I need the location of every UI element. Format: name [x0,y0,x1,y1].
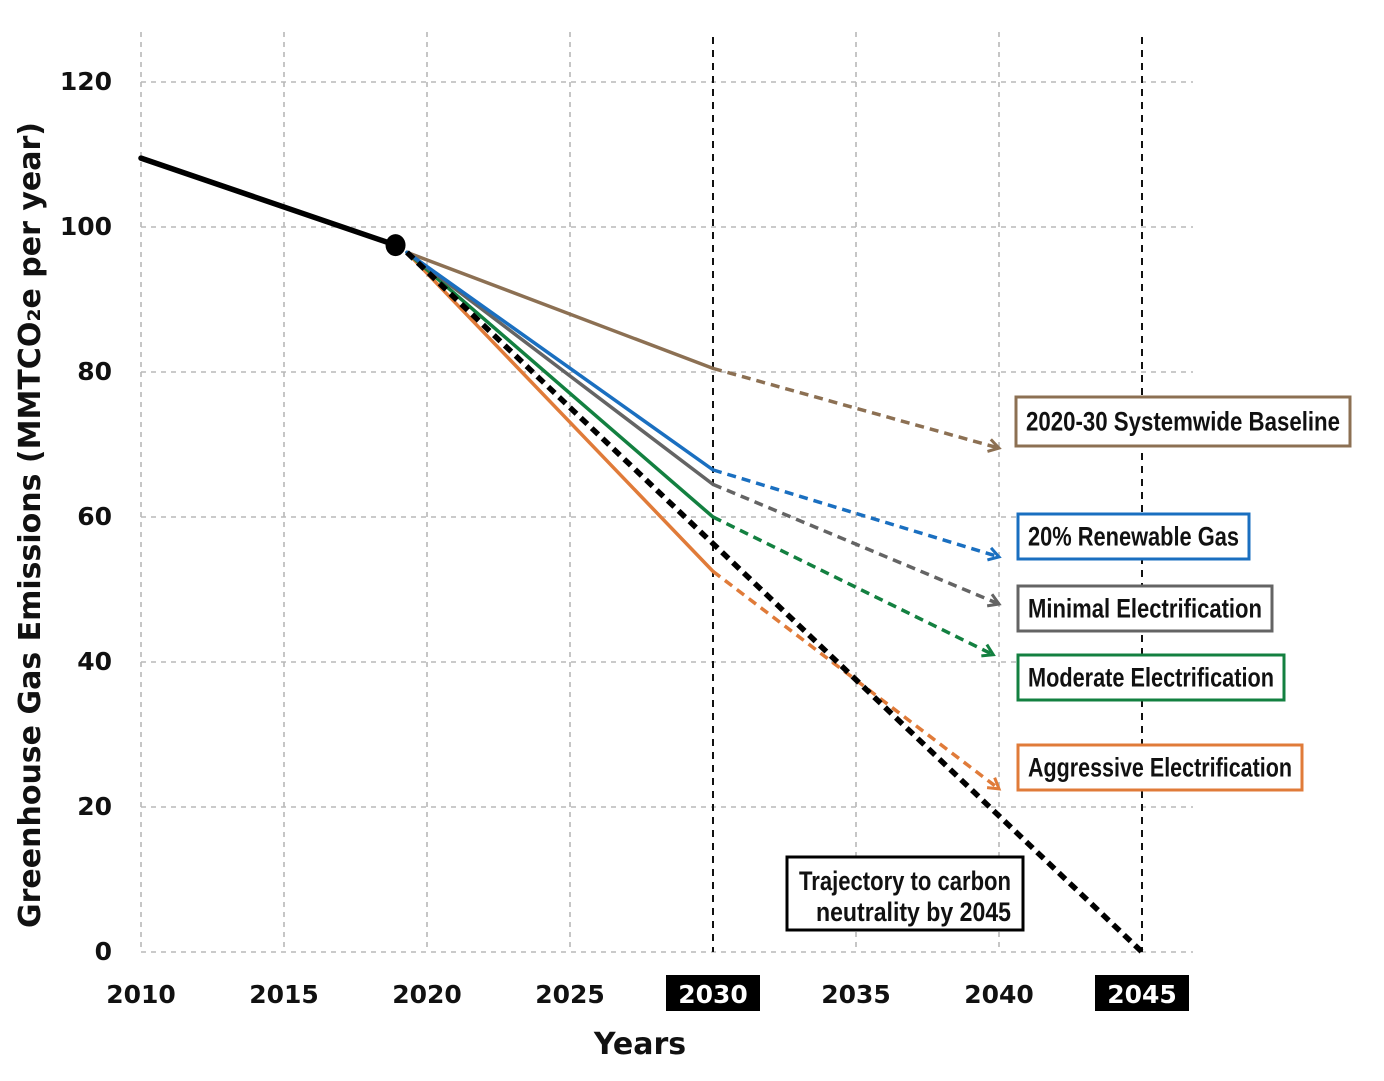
series-arrow-20-renewable-gas [987,546,1002,562]
series-label-2020-30-systemwide-baseline: 2020-30 Systemwide Baseline [1026,407,1340,437]
series-label-box-moderate-electrification [1016,653,1286,702]
trajectory-line [405,250,1144,954]
y-tick-label: 100 [60,212,112,241]
series-label-box-minimal-electrification [1016,584,1274,633]
x-tick-label: 2045 [1107,980,1177,1009]
trajectory-label-line2: neutrality by 2045 [816,897,1011,927]
y-tick-label: 20 [77,792,112,821]
series-line-moderate-electrification [405,250,715,519]
series-label-aggressive-electrification: Aggressive Electrification [1028,753,1292,783]
series-arrow-2020-30-systemwide-baseline [987,438,1002,453]
series-label-box-2020-30-systemwide-baseline [1014,395,1352,448]
x-tick-label: 2010 [106,980,176,1009]
series-projection-moderate-electrification [712,515,995,657]
series-projection-20-renewable-gas [712,468,1000,559]
series-projection-minimal-electrification [712,482,1000,606]
trajectory-label-box [785,855,1025,932]
x-tick-label: 2040 [964,980,1034,1009]
series-line-20-renewable-gas [405,250,715,472]
historical-endpoint-marker [385,234,406,257]
series-label-box-20-renewable-gas [1016,512,1251,561]
series-label-box-aggressive-electrification [1016,743,1304,792]
reference-lines [712,37,1143,952]
series [138,155,1144,954]
series-label-moderate-electrification: Moderate Electrification [1028,663,1274,693]
x-tick-label: 2015 [249,980,319,1009]
x-axis-title: Years [593,1027,686,1062]
grid [140,32,1193,953]
y-tick-label: 80 [77,357,112,386]
highlight-box-2045 [1095,975,1189,1011]
series-projection-2020-30-systemwide-baseline [712,366,1000,450]
highlight-box-2030 [666,975,760,1011]
y-tick-label: 120 [60,67,112,96]
series-arrow-minimal-electrification [986,593,1002,608]
x-tick-label: 2030 [678,980,748,1009]
series-arrow-aggressive-electrification [986,777,1002,791]
y-axis-title: Greenhouse Gas Emissions (MMTCO₂e per ye… [13,122,48,928]
x-tick-label: 2020 [392,980,462,1009]
y-tick-label: 40 [77,647,112,676]
trajectory-label-line1: Trajectory to carbon [799,866,1011,896]
y-tick-label: 0 [95,937,112,966]
series-labels: 2020-30 Systemwide Baseline 20% Renewable… [785,395,1352,932]
y-tick-label: 60 [77,502,112,531]
x-tick-label: 2025 [535,980,605,1009]
series-label-minimal-electrification: Minimal Electrification [1028,594,1262,624]
series-line-aggressive-electrification [405,250,715,574]
x-tick-label: 2035 [821,980,891,1009]
series-arrow-moderate-electrification [981,643,996,658]
historical-line [138,155,399,248]
series-label-20-renewable-gas: 20% Renewable Gas [1028,522,1239,552]
series-line-minimal-electrification [405,250,715,487]
series-line-2020-30-systemwide-baseline [405,250,715,371]
